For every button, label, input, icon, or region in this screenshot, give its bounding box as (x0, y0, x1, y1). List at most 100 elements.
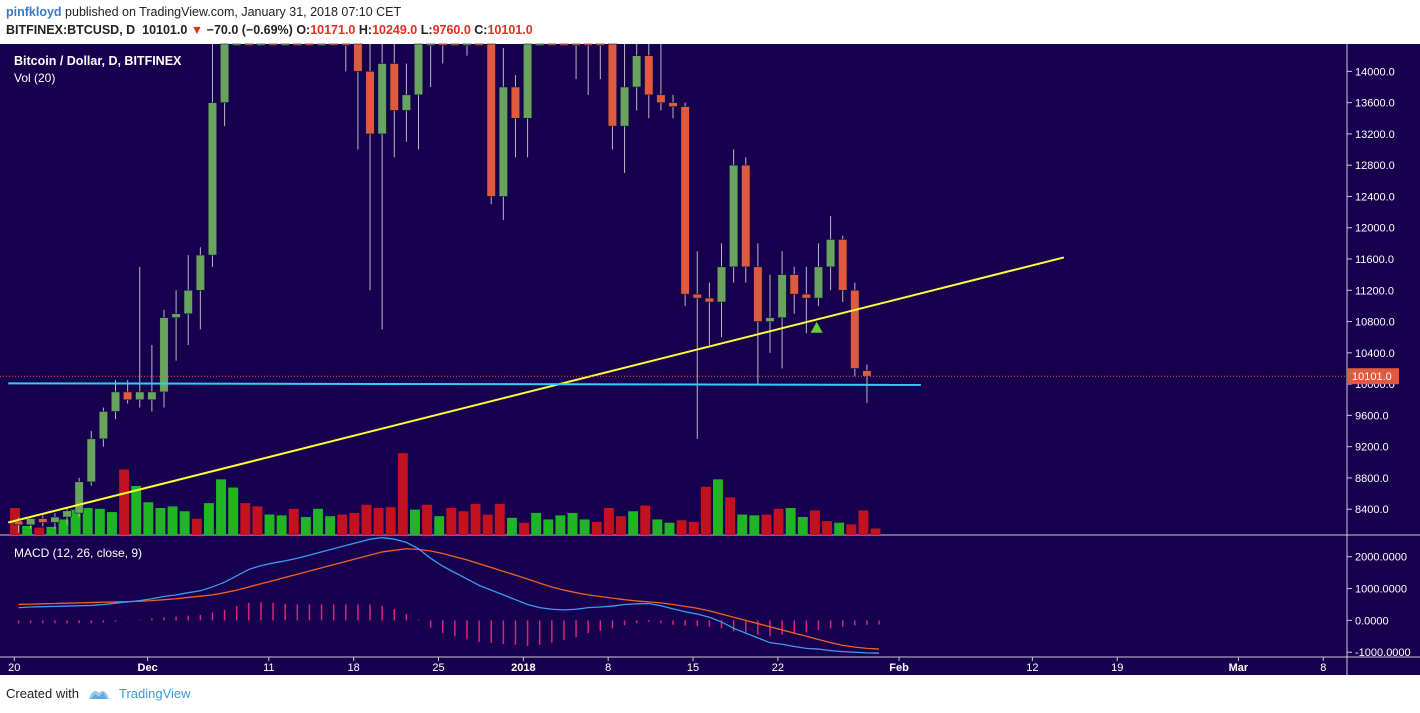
volume-bar (700, 486, 711, 535)
volume-bar (94, 508, 105, 535)
candle-body (86, 438, 96, 483)
volume-bar (288, 508, 299, 535)
candle-body (159, 317, 169, 393)
price-tick-label: 9600.0 (1355, 410, 1389, 422)
candle-body (826, 239, 836, 268)
candle-body (62, 510, 72, 518)
volume-label: Vol (20) (14, 71, 55, 85)
price-tick-label: 10400.0 (1355, 348, 1395, 360)
macd-line (18, 536, 880, 654)
volume-bar (603, 508, 614, 535)
price-axis-background (1347, 44, 1420, 675)
volume-bar (422, 504, 433, 535)
volume-bar (749, 515, 760, 535)
volume-bar (167, 506, 178, 535)
candle-body (438, 43, 448, 46)
macd-tick-label: -1000.0000 (1355, 647, 1411, 659)
footer: Created with TradingView (6, 686, 191, 701)
candle-body (777, 274, 787, 318)
candle-body (98, 411, 108, 440)
trendline-cyan (8, 382, 921, 386)
candle-body (680, 106, 690, 295)
volume-bar (191, 518, 202, 535)
candle-body (450, 43, 460, 46)
high-value: 10249.0 (372, 23, 418, 37)
candle-body (413, 43, 424, 96)
volume-bar (822, 521, 832, 535)
volume-bar (809, 510, 820, 535)
open-label: O: (296, 23, 311, 37)
volume-bar (555, 515, 566, 535)
tradingview-link[interactable]: TradingView (118, 686, 191, 701)
last-price-badge-label: 10101.0 (1352, 371, 1392, 383)
candle-body (462, 43, 472, 46)
candle-body (389, 63, 399, 111)
price-chart[interactable]: 14000.0 13600.0 13200.0 12800.0 12400.0 12000… (0, 40, 1420, 680)
candle-body (341, 43, 351, 46)
volume-bar (676, 520, 687, 535)
time-tick-label: 11 (263, 662, 274, 674)
candle-body (789, 274, 799, 295)
price-tick-label: 12400.0 (1355, 191, 1395, 203)
volume-bar (628, 511, 639, 535)
candle-body (256, 43, 266, 46)
candle-body (729, 164, 739, 268)
volume-bar (713, 479, 723, 535)
time-tick-label: 8 (1320, 662, 1326, 674)
last-price: 10101.0 (142, 23, 188, 37)
volume-bar (107, 512, 117, 535)
candle-body (583, 43, 593, 46)
time-tick-label: Mar (1229, 662, 1249, 674)
macd-tick-label: 2000.0000 (1355, 552, 1407, 564)
author-link[interactable]: pinfkloyd (6, 5, 62, 19)
candle-body (668, 102, 678, 107)
volume-bar (773, 508, 784, 535)
candle-body (123, 391, 133, 401)
volume-bar (834, 522, 845, 535)
volume-bar (119, 469, 130, 535)
candle-body (510, 86, 521, 119)
candle-body (365, 71, 375, 135)
time-tick-label: Dec (138, 662, 158, 674)
down-arrow-icon: ▼ (190, 23, 204, 37)
candle-body (329, 43, 339, 46)
price-axis: 14000.0 13600.0 13200.0 12800.0 12400.0 12000… (1347, 66, 1411, 659)
macd-tick-label: 1000.0000 (1355, 584, 1407, 596)
volume-bar (58, 519, 69, 535)
volume-bar (664, 522, 675, 535)
volume-bar (325, 516, 336, 535)
price-tick-label: 11600.0 (1355, 254, 1394, 266)
macd-tick-label: 0.0000 (1355, 615, 1389, 627)
candle-body (26, 518, 36, 526)
price-tick-label: 11200.0 (1355, 285, 1394, 297)
volume-bar (240, 503, 251, 535)
candle-body (244, 43, 254, 46)
volume-bar (858, 510, 869, 535)
volume-bar (506, 517, 517, 535)
tradingview-logo-icon (88, 690, 109, 699)
volume-bar (531, 512, 542, 535)
macd-label: MACD (12, 26, close, 9) (14, 546, 142, 560)
price-tick-label: 12000.0 (1355, 223, 1395, 235)
volume-bar (179, 511, 190, 535)
time-tick-label: 15 (687, 662, 699, 674)
time-tick-label: 19 (1111, 662, 1123, 674)
volume-bar (46, 526, 57, 535)
candle-body (498, 86, 508, 197)
candle-body (195, 254, 205, 291)
price-tick-label: 10800.0 (1355, 317, 1395, 329)
header-row-2: BITFINEX:BTCUSD, D 10101.0 ▼ −70.0 (−0.6… (6, 21, 533, 39)
candle-body (862, 370, 872, 377)
volume-bar (337, 514, 348, 535)
candle-body (304, 43, 314, 46)
chart-background (0, 44, 1347, 675)
volume-bar (349, 512, 360, 535)
candlesticks (14, 43, 872, 533)
time-axis: 20 Dec 11 18 25 2018 8 15 22 Feb 12 19 Mar 8 (8, 657, 1326, 674)
candle-body (656, 94, 666, 103)
volume-bar (361, 504, 372, 535)
trendlines[interactable] (0, 256, 1347, 524)
volume-bar (737, 514, 748, 535)
volume-bar (313, 508, 323, 535)
volume-bar (688, 521, 699, 535)
